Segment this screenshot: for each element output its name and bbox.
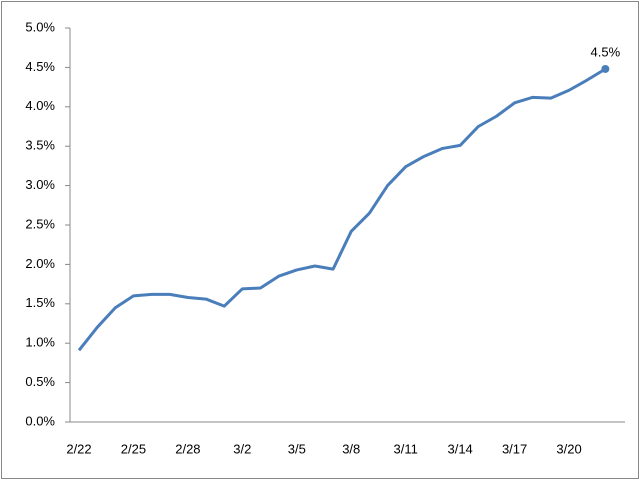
x-tick-label: 2/25 — [121, 441, 146, 456]
y-tick-label: 1.5% — [25, 295, 55, 310]
y-tick-label: 4.5% — [25, 59, 55, 74]
line — [77, 67, 607, 352]
y-tick-label: 5.0% — [25, 19, 55, 34]
y-tick-label: 2.5% — [25, 216, 55, 231]
data-label: 4.5% — [591, 44, 621, 59]
y-tick-label: 4.0% — [25, 98, 55, 113]
y-tick-label: 0.5% — [25, 374, 55, 389]
x-tick-label: 3/14 — [447, 441, 472, 456]
x-tick-label: 2/28 — [175, 441, 200, 456]
x-tick-label: 3/2 — [233, 441, 251, 456]
x-tick-label: 3/8 — [342, 441, 360, 456]
y-tick-label: 3.5% — [25, 138, 55, 153]
x-tick-label: 3/17 — [502, 441, 527, 456]
x-tick-label: 3/5 — [288, 441, 306, 456]
y-tick-label: 0.0% — [25, 413, 55, 428]
y-tick-label: 2.0% — [25, 256, 55, 271]
y-tick-label: 3.0% — [25, 177, 55, 192]
x-tick-label: 3/20 — [556, 441, 581, 456]
x-tick-label: 2/22 — [66, 441, 91, 456]
x-tick-label: 3/11 — [394, 441, 418, 456]
point-marker — [601, 64, 610, 73]
y-tick-label: 1.0% — [25, 335, 55, 350]
